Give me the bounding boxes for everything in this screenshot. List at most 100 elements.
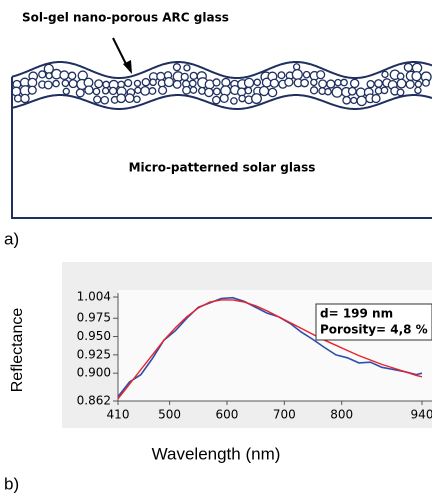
pore xyxy=(318,79,328,89)
y-tick-label: 0.862 xyxy=(77,394,111,408)
pore xyxy=(140,85,151,96)
pore xyxy=(67,71,77,81)
y-tick-label: 1.004 xyxy=(77,290,111,304)
pore xyxy=(421,78,430,87)
pore xyxy=(284,77,294,87)
pore xyxy=(371,93,381,104)
pore xyxy=(20,93,30,104)
x-tick-label: 700 xyxy=(273,408,296,422)
y-tick-label: 0.950 xyxy=(77,329,111,343)
pore xyxy=(277,71,286,80)
pore xyxy=(347,86,357,96)
pore xyxy=(414,80,423,88)
pore xyxy=(156,71,166,81)
pore xyxy=(300,78,309,88)
pore xyxy=(101,87,110,95)
pore xyxy=(396,72,405,81)
pore xyxy=(189,86,198,94)
pore xyxy=(316,70,326,80)
pore xyxy=(212,78,221,87)
y-tick-label: 0.975 xyxy=(77,311,111,325)
pore xyxy=(324,87,332,96)
panel-label: a) xyxy=(4,229,19,248)
x-axis-label: Wavelength (nm) xyxy=(152,444,281,463)
pore xyxy=(52,79,60,88)
coating-layer xyxy=(11,62,432,107)
pore xyxy=(258,85,270,97)
pore xyxy=(148,87,157,95)
pore xyxy=(411,71,422,82)
pore xyxy=(243,77,255,89)
pore xyxy=(163,76,175,88)
pore xyxy=(141,77,151,87)
pore xyxy=(172,63,182,72)
pore xyxy=(75,88,85,98)
coating-label: Sol-gel nano-porous ARC glass xyxy=(22,11,229,25)
pore xyxy=(43,80,53,90)
pore xyxy=(396,78,407,89)
pore xyxy=(124,78,133,88)
data-line xyxy=(117,299,423,400)
y-tick-label: 0.900 xyxy=(77,366,111,380)
pore xyxy=(27,85,37,95)
pore xyxy=(11,86,22,97)
pore xyxy=(221,77,231,88)
annotation: Porosity= 4,8 % xyxy=(320,323,428,337)
pore xyxy=(59,70,70,81)
y-axis-label: Reflectance xyxy=(9,308,26,393)
arrow-head xyxy=(123,60,132,74)
pore xyxy=(133,95,141,104)
pore xyxy=(326,79,336,89)
y-tick-label: 0.925 xyxy=(77,347,111,361)
pore xyxy=(182,85,191,95)
substrate-label: Micro-patterned solar glass xyxy=(129,161,316,175)
coating-surface xyxy=(11,61,432,79)
pore xyxy=(61,79,70,88)
pore xyxy=(211,95,221,105)
pore xyxy=(92,87,101,96)
pore xyxy=(172,79,182,89)
pore xyxy=(414,86,422,95)
pore xyxy=(84,85,94,95)
data-line xyxy=(117,296,423,398)
pore xyxy=(380,86,389,95)
pore xyxy=(350,96,358,105)
pore xyxy=(189,71,198,80)
pore xyxy=(158,85,168,95)
pore xyxy=(45,72,53,80)
pore xyxy=(342,95,351,105)
pore xyxy=(309,86,319,95)
pore xyxy=(188,79,197,88)
pore xyxy=(405,79,415,89)
pore xyxy=(251,93,262,105)
pore xyxy=(68,79,78,89)
pore xyxy=(116,93,127,104)
x-tick-label: 410 xyxy=(107,408,130,422)
pore xyxy=(366,79,375,89)
pore xyxy=(374,79,383,88)
pore xyxy=(381,70,389,79)
pore xyxy=(356,95,367,107)
substrate-outline xyxy=(11,76,432,219)
pore xyxy=(292,63,301,71)
pore xyxy=(219,93,229,103)
pore xyxy=(149,78,157,87)
pore xyxy=(124,93,135,104)
pore xyxy=(212,87,221,96)
x-tick-label: 600 xyxy=(216,408,239,422)
pore xyxy=(310,78,318,87)
pore xyxy=(134,86,142,94)
pore xyxy=(302,70,311,79)
pore xyxy=(269,78,280,88)
pore xyxy=(403,62,413,73)
pore xyxy=(230,97,238,105)
pore xyxy=(340,78,348,87)
x-tick-label: 500 xyxy=(158,408,181,422)
pore xyxy=(244,86,253,95)
pore xyxy=(102,80,111,89)
pore xyxy=(238,94,247,103)
pore xyxy=(62,87,70,96)
panel-label: b) xyxy=(4,474,19,493)
